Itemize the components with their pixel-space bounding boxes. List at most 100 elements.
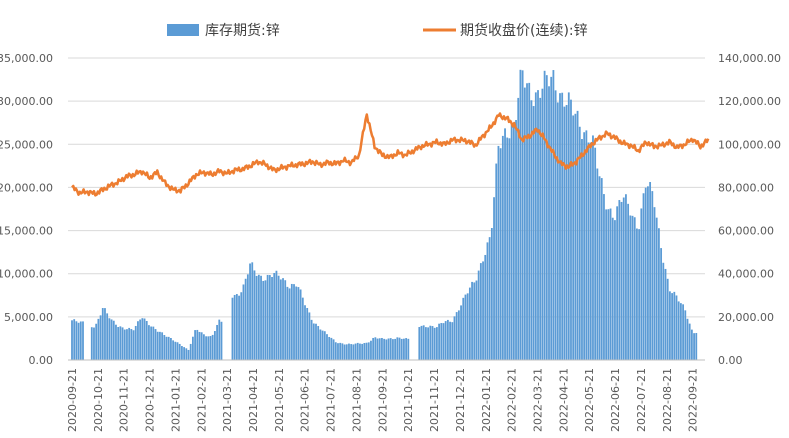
inventory-bar — [348, 343, 350, 360]
inventory-bar — [427, 327, 430, 360]
inventory-bar — [534, 92, 537, 361]
inventory-bar — [482, 261, 484, 360]
inventory-bar — [235, 294, 238, 360]
y-right-tick-label: 60,000.00 — [718, 225, 774, 238]
inventory-bar — [115, 324, 117, 360]
inventory-bar — [422, 325, 425, 360]
inventory-bar — [598, 176, 601, 360]
inventory-bar — [605, 209, 608, 360]
inventory-bar — [372, 337, 375, 360]
inventory-bar — [319, 329, 322, 360]
inventory-bar — [110, 319, 113, 360]
x-tick-label: 2022-01-21 — [480, 368, 493, 432]
inventory-bar — [154, 329, 157, 360]
inventory-bar — [554, 90, 557, 361]
inventory-bar — [211, 334, 214, 360]
inventory-bar — [651, 191, 654, 360]
inventory-bar — [394, 338, 397, 360]
inventory-bar — [126, 329, 128, 360]
inventory-bar — [690, 329, 693, 360]
inventory-bar — [633, 217, 636, 360]
x-tick-label: 2022-03-21 — [531, 368, 544, 432]
inventory-bar — [383, 338, 386, 360]
inventory-bar — [488, 237, 491, 360]
x-tick-label: 2021-11-21 — [428, 368, 441, 432]
inventory-bar — [675, 295, 678, 360]
inventory-bar — [101, 308, 104, 360]
inventory-bar — [425, 327, 427, 360]
inventory-bar — [589, 142, 592, 360]
y-left-tick-label: 0.00 — [29, 354, 54, 367]
x-tick-label: 2021-10-21 — [402, 368, 415, 432]
inventory-bar — [367, 342, 370, 360]
inventory-bar — [585, 130, 588, 360]
x-tick-label: 2021-06-21 — [299, 368, 312, 432]
inventory-bar — [277, 275, 280, 360]
y-axis-right: 0.00 20,000.00 40,000.00 60,000.00 80,000.00… — [718, 52, 781, 367]
inventory-bar — [108, 318, 111, 360]
inventory-bar — [90, 327, 93, 360]
inventory-bar — [403, 338, 405, 360]
inventory-bar — [315, 323, 317, 360]
inventory-bar — [389, 338, 392, 360]
inventory-bar — [172, 340, 175, 360]
inventory-bar — [506, 137, 509, 360]
inventory-bar — [181, 346, 183, 360]
inventory-bar — [515, 120, 517, 360]
inventory-bar — [323, 331, 326, 360]
inventory-bar — [440, 323, 443, 360]
inventory-bar — [354, 343, 357, 360]
inventory-bar — [526, 83, 528, 360]
y-axis-left: 0.00 5,000.00 10,000.00 15,000.00 20,000.00 2… — [0, 52, 53, 367]
inventory-bar — [299, 289, 302, 360]
inventory-bar — [387, 338, 390, 360]
x-tick-label: 2022-02-21 — [506, 368, 519, 432]
inventory-bar — [475, 280, 478, 360]
inventory-bar — [688, 323, 691, 360]
inventory-bar — [191, 336, 194, 360]
inventory-bar — [490, 228, 493, 360]
inventory-bar — [642, 193, 645, 360]
inventory-bar — [647, 186, 649, 360]
inventory-bar — [655, 217, 658, 360]
inventory-bar — [202, 334, 205, 360]
inventory-bar — [290, 283, 293, 360]
inventory-bar — [286, 286, 289, 360]
inventory-bar — [611, 217, 614, 360]
inventory-bar — [523, 87, 526, 361]
inventory-bar — [123, 329, 126, 360]
y-left-tick-label: 20,000.00 — [0, 181, 53, 194]
legend: 库存期货:锌 期货收盘价(连续):锌 — [167, 22, 588, 39]
legend-label-price: 期货收盘价(连续):锌 — [460, 22, 588, 39]
inventory-bar — [504, 128, 506, 360]
inventory-bar — [328, 336, 331, 360]
inventory-bar — [104, 308, 106, 360]
inventory-bar — [677, 301, 680, 360]
inventory-bar — [451, 322, 454, 360]
x-tick-label: 2022-05-21 — [583, 368, 596, 432]
inventory-bar — [240, 292, 243, 360]
x-tick-label: 2021-08-21 — [350, 368, 363, 432]
inventory-bar — [532, 106, 535, 360]
y-right-tick-label: 140,000.00 — [718, 52, 781, 65]
inventory-bar — [581, 139, 583, 360]
inventory-bar — [592, 135, 594, 360]
inventory-bar — [693, 333, 695, 360]
inventory-bar — [603, 194, 605, 360]
inventory-bar — [112, 320, 115, 360]
inventory-bar — [468, 287, 471, 360]
inventory-bar — [213, 331, 216, 360]
inventory-bar — [435, 327, 438, 360]
inventory-bar — [466, 293, 469, 360]
inventory-bar — [486, 242, 489, 360]
inventory-bar — [262, 280, 265, 360]
inventory-bar — [541, 88, 544, 361]
inventory-bar — [130, 329, 133, 360]
inventory-bar — [479, 263, 482, 360]
inventory-bar — [539, 97, 542, 360]
inventory-bar — [370, 340, 372, 360]
inventory-bar — [326, 334, 328, 360]
x-tick-label: 2020-09-21 — [66, 368, 79, 432]
inventory-bar — [510, 124, 513, 360]
x-tick-label: 2021-02-21 — [195, 368, 208, 432]
